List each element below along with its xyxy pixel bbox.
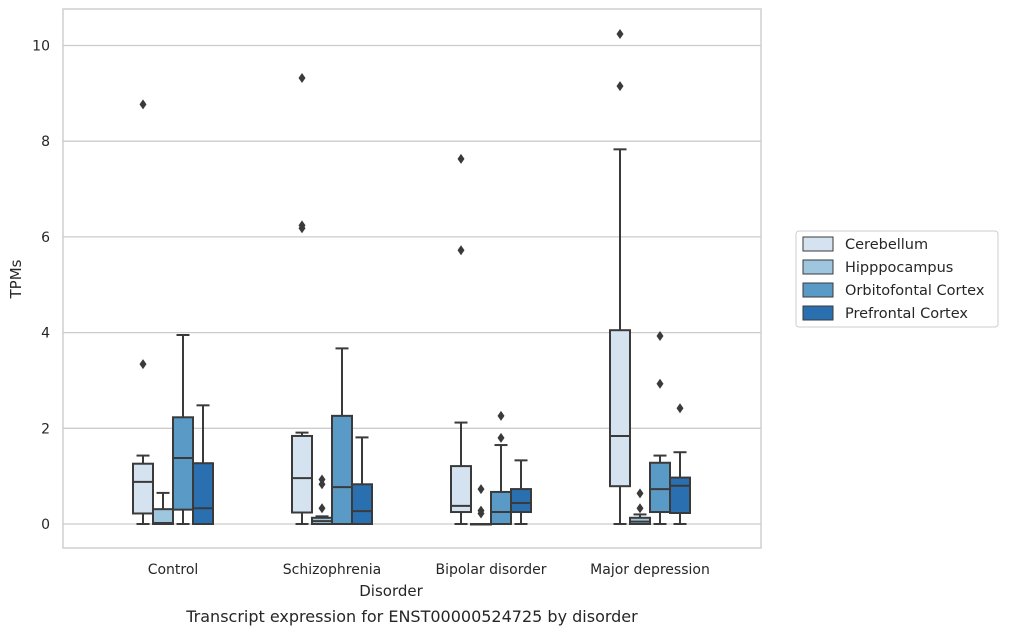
box-1-2 [331, 347, 353, 526]
outlier-point [497, 410, 505, 421]
box-3-3 [669, 403, 691, 525]
box-body [172, 416, 194, 511]
box-body [291, 434, 313, 514]
outlier-point [477, 484, 485, 495]
legend: Cerebellum Hipppocampus Orbitofontal Corte… [795, 230, 999, 328]
outlier-point [636, 488, 644, 499]
box-body [609, 329, 631, 488]
box-2-3 [510, 459, 532, 525]
x-axis-title: Disorder [359, 582, 423, 600]
figure-caption: Transcript expression for ENST0000052472… [185, 607, 638, 626]
y-axis-title: TPMs [7, 259, 25, 299]
y-tick-label: 2 [41, 421, 50, 437]
y-tick-label: 8 [41, 134, 50, 150]
x-tick-label: Schizophrenia [283, 562, 381, 578]
outlier-point [298, 220, 306, 231]
box-body [192, 462, 214, 525]
y-tick-label: 4 [41, 326, 50, 342]
box-body [510, 488, 532, 514]
legend-label: Prefrontal Cortex [845, 306, 968, 322]
y-tick-labels: 0 2 4 6 8 10 [32, 39, 50, 534]
outlier-point [318, 503, 326, 514]
boxes [132, 29, 691, 526]
box-3-0 [609, 29, 631, 525]
outlier-point [457, 153, 465, 164]
y-tick-label: 10 [32, 39, 50, 55]
x-tick-label: Control [148, 562, 199, 578]
legend-label: Cerebellum [845, 237, 928, 253]
x-tick-labels: Control Schizophrenia Bipolar disorder Majo… [148, 562, 710, 578]
box-body [669, 476, 691, 514]
x-tick-label: Bipolar disorder [435, 562, 546, 578]
outlier-point [616, 29, 624, 40]
outlier-point [477, 505, 485, 516]
box-body [152, 508, 174, 526]
box-1-3 [351, 436, 373, 525]
box-1-0 [291, 73, 313, 525]
outlier-point [298, 73, 306, 84]
legend-swatch [802, 305, 834, 321]
outlier-point [139, 359, 147, 370]
box-3-2 [649, 330, 671, 525]
outlier-point [676, 403, 684, 414]
box-3-1 [629, 488, 651, 525]
outlier-point [457, 245, 465, 256]
legend-swatch [802, 236, 834, 252]
box-0-3 [192, 404, 214, 525]
box-2-0 [450, 153, 472, 525]
outlier-point [318, 474, 326, 485]
box-body [490, 490, 512, 525]
box-body [132, 462, 154, 515]
box-body [351, 483, 373, 525]
outlier-point [497, 432, 505, 443]
legend-swatch [802, 259, 834, 275]
y-tick-label: 0 [41, 517, 50, 533]
legend-label: Hipppocampus [845, 260, 953, 276]
box-0-0 [132, 99, 154, 525]
outlier-point [139, 99, 147, 110]
box-2-2 [490, 410, 512, 525]
box-body [450, 465, 472, 514]
legend-swatch [802, 282, 834, 298]
box-body [649, 461, 671, 514]
box-0-1 [152, 491, 174, 526]
box-body [331, 414, 353, 526]
y-tick-label: 6 [41, 230, 50, 246]
x-tick-label: Major depression [590, 562, 710, 578]
legend-label: Orbitofontal Cortex [845, 283, 985, 299]
outlier-point [656, 378, 664, 389]
outlier-point [636, 503, 644, 514]
outlier-point [616, 81, 624, 92]
legend-frame [795, 230, 999, 328]
outlier-point [656, 330, 664, 341]
